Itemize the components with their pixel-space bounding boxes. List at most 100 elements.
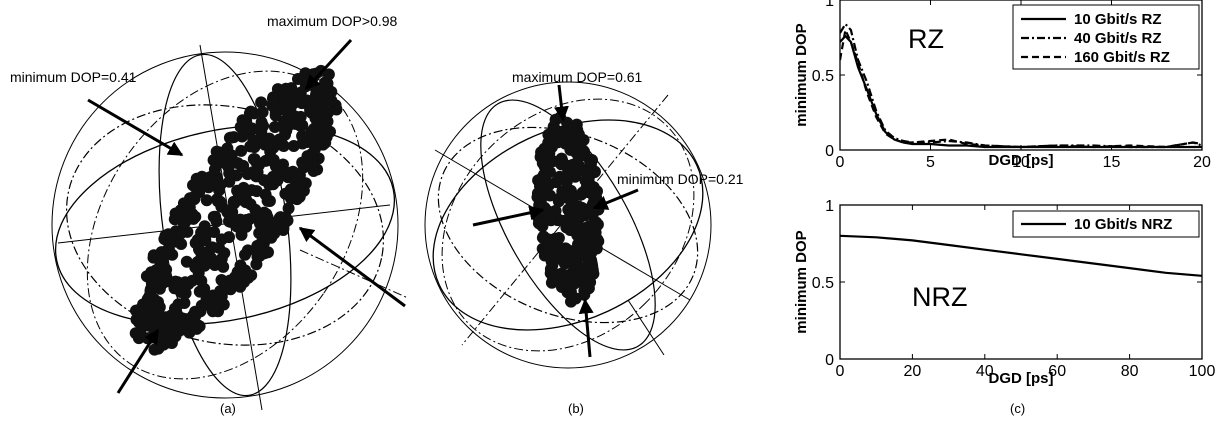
polarization-point-b bbox=[555, 267, 568, 280]
polarization-point-a bbox=[234, 259, 247, 272]
polarization-point-a bbox=[305, 126, 318, 139]
polarization-point-a bbox=[296, 130, 309, 142]
legend-nrz: 10 Gbit/s NRZ bbox=[1012, 210, 1200, 238]
polarization-point-b bbox=[583, 253, 596, 266]
polarization-point-a bbox=[321, 106, 334, 119]
caption-b: (b) bbox=[568, 401, 584, 416]
polarization-point-a bbox=[186, 274, 199, 287]
xlabel-rz: DGD [ps] bbox=[989, 152, 1054, 169]
polarization-point-a bbox=[282, 202, 295, 215]
polarization-point-a bbox=[279, 82, 292, 95]
polarization-point-a bbox=[219, 156, 232, 169]
polarization-point-a bbox=[245, 269, 258, 282]
legend-label-10g-rz: 10 Gbit/s RZ bbox=[1074, 11, 1162, 28]
polarization-point-a bbox=[304, 104, 317, 117]
polarization-point-b bbox=[564, 203, 577, 216]
polarization-point-a bbox=[246, 122, 258, 135]
polarization-point-a bbox=[198, 259, 211, 272]
polarization-point-a bbox=[208, 226, 221, 238]
polarization-point-a bbox=[215, 274, 228, 286]
polarization-point-a bbox=[223, 131, 236, 144]
polarization-point-a bbox=[243, 107, 256, 120]
ytick-label-rz-1: 0.5 bbox=[812, 68, 834, 85]
polarization-point-a bbox=[153, 339, 166, 352]
caption-a: (a) bbox=[220, 401, 236, 416]
polarization-point-b bbox=[544, 189, 556, 202]
polarization-point-a bbox=[195, 274, 208, 287]
polarization-point-a bbox=[193, 243, 205, 256]
polarization-point-a bbox=[223, 231, 235, 244]
polarization-point-a bbox=[169, 302, 181, 315]
xtick-label-nrz-4: 80 bbox=[1121, 363, 1139, 380]
polarization-point-a bbox=[281, 120, 294, 133]
xtick-label-nrz-3: 60 bbox=[1048, 363, 1066, 380]
legend-label-40g-rz: 40 Gbit/s RZ bbox=[1074, 30, 1162, 47]
polarization-point-a bbox=[261, 194, 274, 207]
xtick-label-rz-0: 0 bbox=[836, 154, 845, 171]
polarization-point-a bbox=[133, 316, 145, 329]
series-lines-nrz bbox=[840, 234, 1202, 277]
polarization-point-a bbox=[160, 313, 173, 326]
polarization-point-a bbox=[264, 154, 277, 167]
polarization-point-a bbox=[147, 249, 160, 262]
polarization-point-a bbox=[244, 198, 257, 211]
panel-b: maximum DOP=0.61 minimum DOP=0.21 (b) bbox=[424, 69, 744, 416]
polarization-point-a bbox=[255, 96, 268, 109]
xtick-label-nrz-0: 0 bbox=[836, 363, 845, 380]
polarization-point-a bbox=[199, 234, 212, 247]
polarization-point-a bbox=[268, 121, 281, 133]
polarization-point-a bbox=[165, 337, 178, 349]
polarization-point-a bbox=[187, 179, 199, 192]
polarization-point-a bbox=[156, 277, 169, 290]
polarization-point-b bbox=[556, 214, 569, 227]
polarization-point-a bbox=[289, 110, 302, 123]
polarization-point-a bbox=[248, 141, 261, 154]
polarization-point-a bbox=[188, 190, 201, 203]
polarization-point-a bbox=[145, 266, 158, 279]
polarization-point-b bbox=[561, 254, 574, 267]
polarization-point-a bbox=[322, 126, 335, 139]
ylabel-rz: minimum DOP bbox=[793, 23, 810, 126]
xtick-label-rz-1: 5 bbox=[926, 154, 935, 171]
polarization-point-a bbox=[277, 139, 290, 152]
polarization-point-a bbox=[297, 161, 310, 174]
polarization-point-a bbox=[319, 136, 332, 149]
polarization-point-b bbox=[564, 269, 577, 282]
chart-nrz: 0 20 40 60 80 100 0 0.5 1 NRZ DGD [ps] minimum D… bbox=[793, 198, 1215, 387]
polarization-point-b bbox=[586, 154, 598, 167]
mode-label-rz: RZ bbox=[908, 24, 944, 54]
xlabel-nrz: DGD [ps] bbox=[989, 370, 1054, 387]
polarization-point-a bbox=[183, 326, 196, 339]
polarization-point-b bbox=[546, 273, 559, 286]
xtick-label-nrz-1: 20 bbox=[904, 363, 922, 380]
series-line-nrz-0 bbox=[840, 234, 1202, 277]
polarization-point-a bbox=[156, 254, 169, 267]
polarization-point-a bbox=[287, 140, 300, 152]
polarization-point-a bbox=[307, 165, 320, 177]
polarization-point-a bbox=[214, 178, 227, 191]
polarization-point-a bbox=[279, 95, 292, 107]
polarization-point-a bbox=[254, 217, 266, 230]
polarization-point-a bbox=[325, 85, 338, 98]
polarization-point-a bbox=[292, 73, 304, 85]
min-dop-annotation-b: minimum DOP=0.21 bbox=[617, 171, 744, 187]
legend-label-10g-nrz: 10 Gbit/s NRZ bbox=[1074, 216, 1172, 233]
polarization-point-a bbox=[289, 95, 302, 108]
polarization-point-a bbox=[166, 248, 179, 261]
polarization-points-b bbox=[531, 111, 605, 308]
min-dop-annotation-a: minimum DOP=0.41 bbox=[10, 69, 137, 85]
polarization-point-a bbox=[251, 239, 264, 252]
polarization-point-a bbox=[134, 306, 147, 319]
polarization-point-b bbox=[565, 139, 578, 152]
series-line-rz-2 bbox=[840, 28, 1202, 149]
polarization-point-a bbox=[265, 137, 278, 150]
polarization-point-a bbox=[245, 184, 258, 197]
caption-c: (c) bbox=[1010, 401, 1025, 416]
polarization-point-b bbox=[532, 217, 545, 230]
polarization-point-a bbox=[218, 247, 231, 260]
polarization-point-a bbox=[224, 283, 237, 296]
polarization-point-a bbox=[269, 109, 282, 122]
arrows-b bbox=[472, 84, 639, 358]
ytick-label-rz-0: 0 bbox=[825, 143, 834, 160]
polarization-point-a bbox=[174, 286, 187, 298]
